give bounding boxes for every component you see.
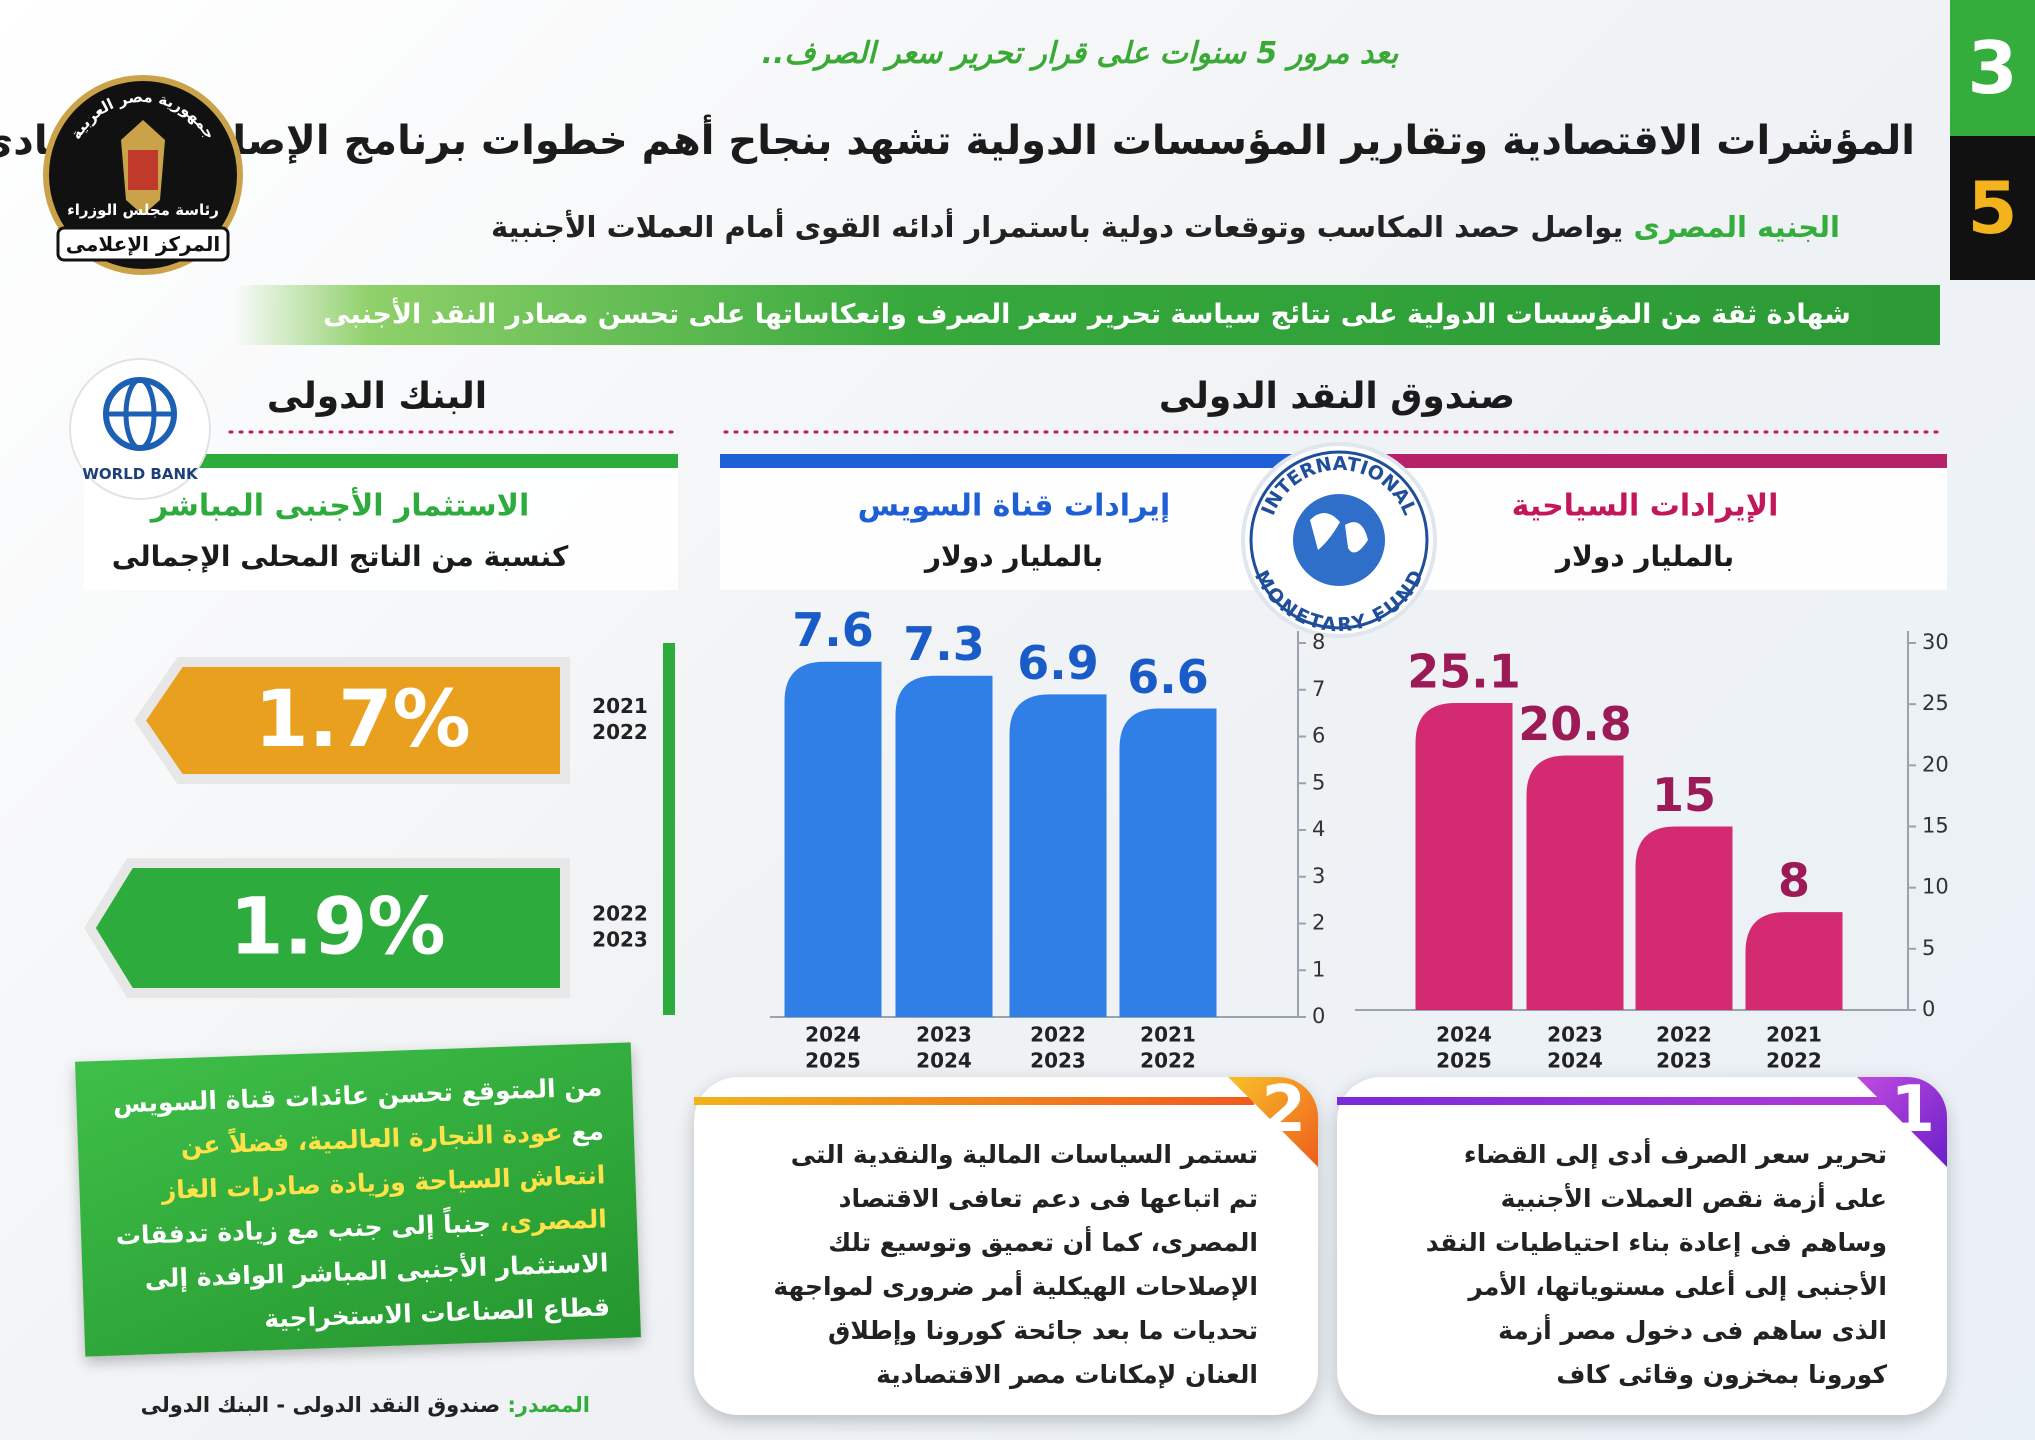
value-label: 6.9 [1017,636,1099,690]
x-tick-label: 2022 [1656,1023,1712,1047]
y-tick-label: 15 [1922,814,1949,838]
chart-subtitle: كنسبة من الناتج المحلى الإجمالى [112,540,569,573]
subtitle: الجنيه المصرى يواصل حصد المكاسب وتوقعات … [300,210,1840,244]
section-title: البنك الدولى [267,376,487,417]
note-rule [1337,1097,1897,1105]
y-tick-label: 1 [1312,957,1325,981]
note-text: تحرير سعر الصرف أدى إلى القضاء على أزمة … [1425,1140,1887,1389]
chart-title: الاستثمار الأجنبى المباشر [149,487,530,524]
wb-logo-text: WORLD BANK [82,465,199,483]
badge-bottom: 5 [1950,136,2035,280]
y-tick-label: 5 [1922,936,1935,960]
logo-ribbon [56,226,230,262]
value-label: 20.8 [1518,697,1632,751]
y-tick-label: 5 [1312,770,1325,794]
note-text: تستمر السياسات المالية والنقدية التى تم … [773,1140,1258,1389]
source-text: صندوق النقد الدولى - البنك الدولى [140,1393,501,1417]
logo-bottom: المركز الإعلامى [66,232,220,256]
y-tick-label: 0 [1312,1004,1325,1028]
chart-title: إيرادات قناة السويس [858,489,1171,524]
y-tick-label: 6 [1312,724,1325,748]
y-tick-label: 0 [1922,997,1935,1021]
chart-subtitle: بالمليار دولار [923,540,1103,573]
subtitle-text: يواصل حصد المكاسب وتوقعات دولية باستمرار… [490,210,1624,244]
category-label: 2021 [592,694,648,718]
value-label: 7.6 [792,603,874,657]
x-tick-label: 2021 [1766,1023,1822,1047]
arrow-bar [133,657,570,784]
source-label: المصدر: [507,1393,590,1417]
category-label: 2022 [592,902,648,926]
banner: شهادة ثقة من المؤسسات الدولية على نتائج … [234,285,1940,345]
value-label: 1.7% [254,675,470,765]
value-label: 7.3 [903,617,985,671]
bar [1745,912,1843,1010]
x-tick-label: 2022 [1140,1049,1196,1073]
y-tick-label: 4 [1312,817,1325,841]
x-tick-label: 2023 [1547,1023,1603,1047]
x-tick-label: 2023 [1656,1049,1712,1073]
x-tick-label: 2022 [1766,1049,1822,1073]
kicker: بعد مرور 5 سنوات على قرار تحرير سعر الصر… [761,36,1399,71]
value-label: 15 [1652,768,1716,822]
x-tick-label: 2025 [1436,1049,1492,1073]
value-label: 1.9% [229,882,445,972]
y-tick-label: 20 [1922,752,1949,776]
arrow-bar [84,858,570,998]
bar [784,661,882,1017]
source: المصدر: صندوق النقد الدولى - البنك الدول… [120,1393,590,1417]
logo-middle: رئاسة مجلس الوزراء [67,201,219,219]
note-card: 1 تحرير سعر الصرف أدى إلى القضاء على أزم… [1337,1073,1947,1415]
y-tick-label: 25 [1922,691,1949,715]
x-tick-label: 2025 [805,1049,861,1073]
bar [1009,694,1107,1017]
y-tick-label: 7 [1312,677,1325,701]
value-label: 8 [1778,854,1810,908]
imf-continents [1310,512,1368,553]
panel-strip [84,454,678,468]
x-tick-label: 2024 [805,1023,861,1047]
x-tick-label: 2023 [1030,1049,1086,1073]
x-tick-label: 2024 [1547,1049,1603,1073]
bar [1635,826,1733,1010]
note-number: 1 [1890,1073,1935,1147]
bar [895,675,993,1017]
y-tick-label: 8 [1312,630,1325,654]
bar [1526,755,1624,1010]
x-tick-label: 2022 [1030,1023,1086,1047]
badge-top: 3 [1950,0,2035,136]
value-label: 6.6 [1127,650,1209,704]
section-title: صندوق النقد الدولى [1159,376,1515,417]
panel-header [84,468,678,590]
value-label: 25.1 [1407,644,1521,698]
category-label: 2022 [592,720,648,744]
bar [1415,702,1513,1010]
chart-title: الإيرادات السياحية [1512,489,1779,524]
x-tick-label: 2024 [916,1049,972,1073]
note-number: 2 [1261,1073,1306,1147]
category-label: 2023 [592,928,648,952]
y-tick-label: 3 [1312,864,1325,888]
x-tick-label: 2021 [1140,1023,1196,1047]
y-tick-label: 30 [1922,630,1949,654]
logo-shield [128,150,158,190]
y-tick-label: 2 [1312,911,1325,935]
fdi-rule [663,643,675,1015]
imf-globe [1293,494,1385,586]
x-tick-label: 2023 [916,1023,972,1047]
note-rule [694,1097,1254,1105]
imf-ring [1249,450,1429,630]
panel-strip [1320,454,1947,468]
wb-logo [69,358,211,500]
bar [1119,708,1217,1017]
panel-strip [720,454,1320,468]
title: المؤشرات الاقتصادية وتقارير المؤسسات الد… [0,118,1915,164]
chart-subtitle: بالمليار دولار [1554,540,1734,573]
x-tick-label: 2024 [1436,1023,1492,1047]
note-card: 2 تستمر السياسات المالية والنقدية التى ت… [694,1073,1318,1415]
y-tick-label: 10 [1922,875,1949,899]
subtitle-highlight: الجنيه المصرى [1633,210,1840,244]
